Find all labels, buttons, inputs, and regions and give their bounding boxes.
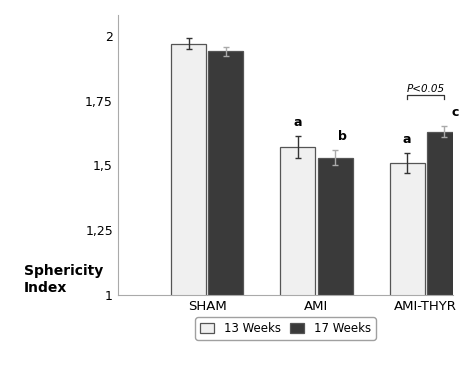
Text: b: b	[338, 130, 347, 143]
Text: Sphericity
Index: Sphericity Index	[24, 264, 103, 295]
Text: a: a	[294, 116, 302, 129]
Legend: 13 Weeks, 17 Weeks: 13 Weeks, 17 Weeks	[195, 317, 375, 340]
Text: P<0.05: P<0.05	[407, 84, 445, 94]
Bar	[171, 44, 206, 375]
Bar	[209, 51, 243, 375]
Bar	[390, 163, 425, 375]
Text: c: c	[451, 106, 459, 119]
Bar	[281, 147, 315, 375]
Bar	[318, 158, 353, 375]
Text: a: a	[403, 133, 411, 146]
Bar	[427, 132, 462, 375]
